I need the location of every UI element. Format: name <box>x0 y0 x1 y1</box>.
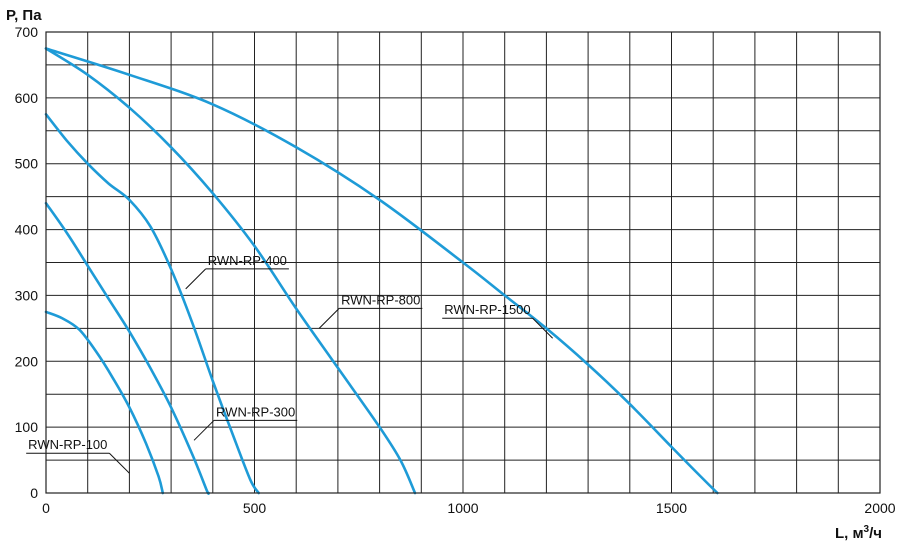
series-line-rwn-rp-800 <box>44 47 417 495</box>
series-label-rwn-rp-100: RWN-RP-100 <box>26 437 130 474</box>
series-label-rwn-rp-300: RWN-RP-300 <box>193 404 298 441</box>
series-label-text: RWN-RP-100 <box>28 437 107 452</box>
y-tick-label: 0 <box>30 485 38 501</box>
series-label-rwn-rp-800: RWN-RP-800 <box>318 292 423 329</box>
series-line-rwn-rp-300 <box>44 201 210 495</box>
plot-frame <box>45 31 881 494</box>
x-axis-title-main: L, м <box>835 525 864 542</box>
series-line-rwn-rp-100 <box>44 310 165 495</box>
label-leader <box>318 308 340 329</box>
series-label-text: RWN-RP-300 <box>216 404 295 419</box>
y-tick-label: 200 <box>15 353 39 369</box>
y-tick-label: 400 <box>15 222 39 238</box>
series-curves <box>44 47 719 495</box>
y-tick-label: 100 <box>15 419 39 435</box>
series-label-rwn-rp-1500: RWN-RP-1500 <box>442 302 554 339</box>
y-tick-label: 300 <box>15 287 39 303</box>
label-leader <box>185 268 207 290</box>
series-labels: RWN-RP-100 RWN-RP-300 RWN-RP-400 RWN-RP-800… <box>26 253 554 474</box>
x-axis-title-tail: /ч <box>869 525 882 542</box>
label-leader <box>109 452 130 474</box>
series-line-rwn-rp-400 <box>44 113 260 495</box>
x-tick-label: 1000 <box>447 500 478 516</box>
y-tick-label: 700 <box>15 24 39 40</box>
x-axis-title: L, м3/ч <box>835 524 882 542</box>
tick-labels: 0 500 1000 1500 2000 0 100 200 300 400 500 600 700 <box>15 24 896 516</box>
x-tick-label: 1500 <box>656 500 687 516</box>
x-tick-label: 0 <box>42 500 50 516</box>
y-axis-title: P, Па <box>6 7 42 24</box>
label-leader <box>193 419 215 441</box>
x-axis-title-superscript: 3 <box>864 524 870 535</box>
series-label-rwn-rp-400: RWN-RP-400 <box>185 253 289 290</box>
series-label-text: RWN-RP-800 <box>341 292 420 307</box>
series-label-text: RWN-RP-400 <box>208 253 287 268</box>
y-tick-label: 500 <box>15 156 39 172</box>
x-tick-label: 500 <box>243 500 267 516</box>
series-label-text: RWN-RP-1500 <box>444 302 530 317</box>
y-tick-label: 600 <box>15 90 39 106</box>
x-tick-label: 2000 <box>864 500 895 516</box>
label-leader <box>532 317 554 339</box>
series-line-rwn-rp-1500 <box>44 47 719 495</box>
